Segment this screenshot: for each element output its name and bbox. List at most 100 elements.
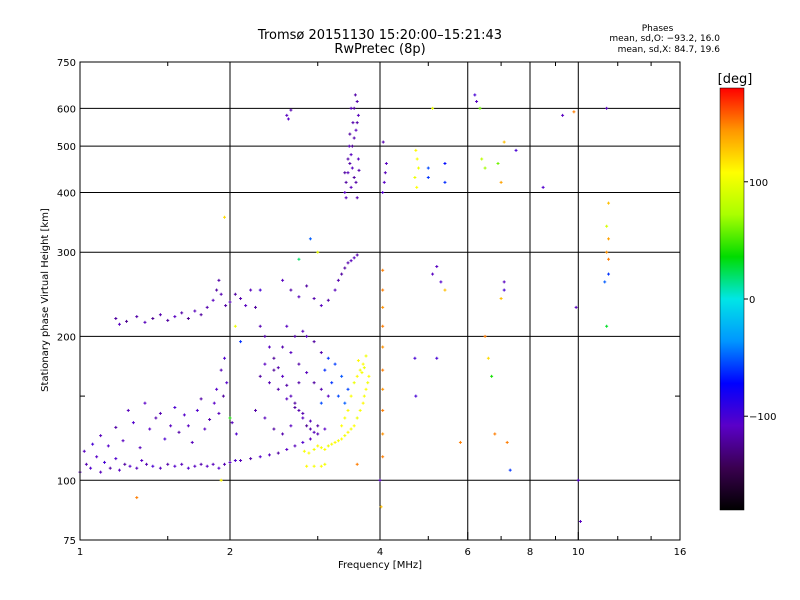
data-point [340, 272, 344, 276]
data-point [605, 250, 609, 254]
chart-subtitle: RwPretec (8p) [334, 42, 426, 57]
data-point [605, 224, 609, 228]
data-point [483, 334, 487, 338]
data-point [99, 434, 103, 438]
data-point [607, 257, 611, 261]
data-point [103, 460, 107, 464]
data-point [603, 280, 607, 284]
data-point [367, 374, 371, 378]
data-point [95, 455, 99, 459]
data-point [473, 93, 477, 97]
data-point [258, 288, 262, 292]
data-point [351, 121, 355, 125]
data-point [186, 316, 190, 320]
data-point [126, 408, 130, 412]
data-point [346, 430, 350, 434]
data-point [114, 425, 118, 429]
data-point [381, 387, 385, 391]
data-point [221, 394, 225, 398]
data-point [344, 196, 348, 200]
phases-stats-x: mean, sd,X: 84.7, 19.6 [617, 45, 720, 55]
data-point [145, 462, 149, 466]
y-tick-label: 100 [57, 476, 76, 487]
data-point [417, 166, 421, 170]
phases-stats-title: Phases [641, 24, 674, 34]
data-point [347, 144, 351, 148]
data-point [384, 161, 388, 165]
data-point [355, 253, 359, 257]
data-point [249, 288, 253, 292]
data-point [496, 161, 500, 165]
data-point [458, 440, 462, 444]
data-point [355, 121, 359, 125]
data-point [308, 419, 312, 423]
data-point [319, 464, 323, 468]
data-point [343, 266, 347, 270]
colorbar: 100 0 −100 [719, 87, 776, 511]
data-point [499, 297, 503, 301]
data-point [140, 458, 144, 462]
data-point [84, 462, 88, 466]
data-point [281, 278, 285, 282]
data-point [125, 319, 129, 323]
data-point [340, 424, 344, 428]
data-point [358, 368, 362, 372]
data-point [340, 437, 344, 441]
data-point [219, 292, 223, 296]
data-point [340, 374, 344, 378]
data-point [336, 394, 340, 398]
data-point [349, 106, 353, 110]
data-point [316, 424, 320, 428]
data-point [352, 256, 356, 260]
data-point [572, 110, 576, 114]
data-point [239, 297, 243, 301]
data-point [336, 278, 340, 282]
data-point [166, 462, 170, 466]
data-point [357, 168, 361, 172]
data-point [486, 356, 490, 360]
data-point [414, 148, 418, 152]
data-point [263, 416, 267, 420]
data-point [135, 315, 139, 319]
colorbar-tick-label: −100 [749, 412, 776, 423]
data-point [319, 446, 323, 450]
data-point [233, 458, 237, 462]
data-point [223, 356, 227, 360]
data-point [344, 180, 348, 184]
x-tick-label: 2 [227, 547, 233, 558]
data-point [297, 295, 301, 299]
data-point [158, 466, 162, 470]
data-point [180, 311, 184, 315]
data-point [362, 394, 366, 398]
data-point [415, 157, 419, 161]
data-point [89, 466, 93, 470]
data-point [193, 464, 197, 468]
data-point [239, 340, 243, 344]
data-point [312, 464, 316, 468]
data-point [414, 394, 418, 398]
colorbar-label: [deg] [718, 72, 753, 87]
data-point [223, 462, 227, 466]
y-tick-label: 400 [57, 188, 76, 199]
data-point [186, 466, 190, 470]
data-point [285, 113, 289, 117]
data-point [244, 304, 248, 308]
data-point [439, 280, 443, 284]
data-point [574, 305, 578, 309]
data-point [578, 519, 582, 523]
data-point [360, 371, 364, 375]
data-point [249, 457, 253, 461]
x-axis-label: Frequency [MHz] [338, 560, 422, 571]
data-point [383, 171, 387, 175]
data-point [381, 432, 385, 436]
data-point [225, 381, 229, 385]
data-point [285, 397, 289, 401]
data-point [258, 374, 262, 378]
data-point [364, 387, 368, 391]
data-point [356, 157, 360, 161]
data-point [323, 447, 327, 451]
data-point [312, 430, 316, 434]
data-point [319, 401, 323, 405]
x-tick-label: 10 [572, 547, 585, 558]
